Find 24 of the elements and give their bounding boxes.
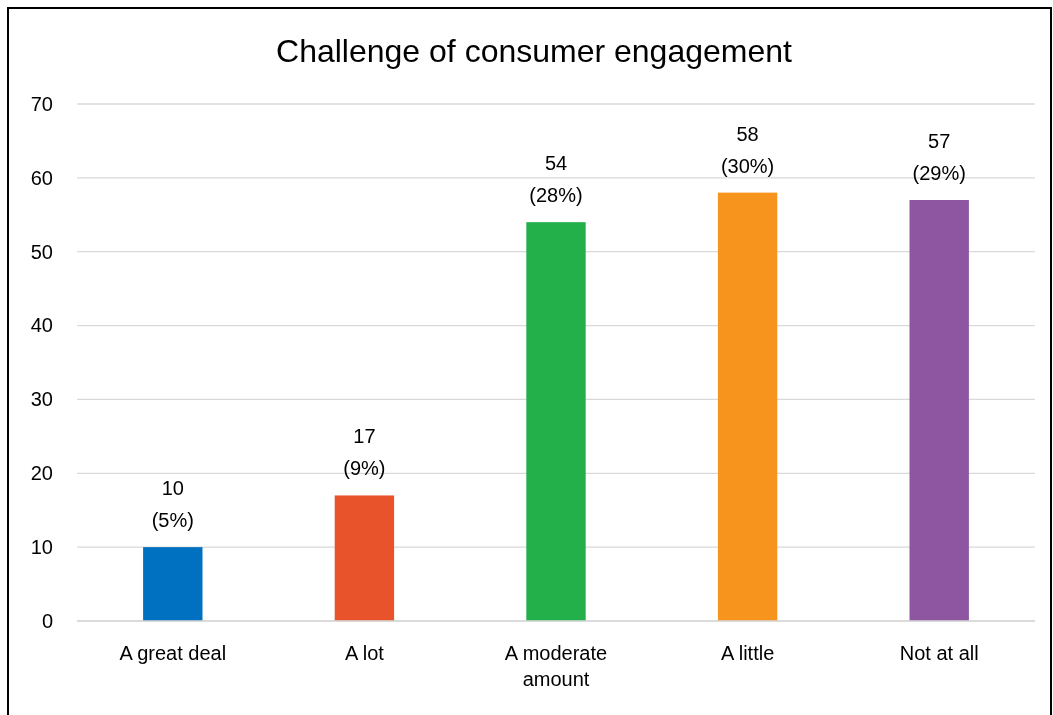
- x-tick-label: A moderate amount: [504, 642, 608, 691]
- y-tick-label: 40: [30, 314, 53, 337]
- data-label: 17 (9%): [343, 425, 386, 480]
- x-tick-label: A lot: [344, 642, 385, 665]
- y-tick-label: 60: [30, 166, 53, 189]
- bar: [717, 192, 778, 621]
- y-tick-label: 50: [30, 240, 53, 263]
- bar: [909, 200, 969, 621]
- y-tick-label: 10: [30, 536, 53, 559]
- bar: [334, 495, 395, 621]
- data-label: 58 (30%): [720, 122, 775, 177]
- chart-title: Challenge of consumer engagement: [276, 33, 793, 69]
- bar: [526, 222, 586, 621]
- data-label: 10 (5%): [151, 477, 194, 532]
- x-tick-label: A great deal: [119, 642, 227, 665]
- y-tick-label: 20: [30, 462, 53, 485]
- x-tick-label: Not at all: [899, 642, 979, 665]
- bar: [143, 547, 203, 621]
- y-tick-label: 70: [30, 92, 53, 115]
- y-tick-label: 0: [41, 609, 53, 632]
- y-tick-label: 30: [30, 388, 53, 411]
- x-tick-label: A little: [720, 642, 775, 665]
- data-label: 54 (28%): [529, 152, 583, 207]
- data-label: 57 (29%): [912, 130, 966, 185]
